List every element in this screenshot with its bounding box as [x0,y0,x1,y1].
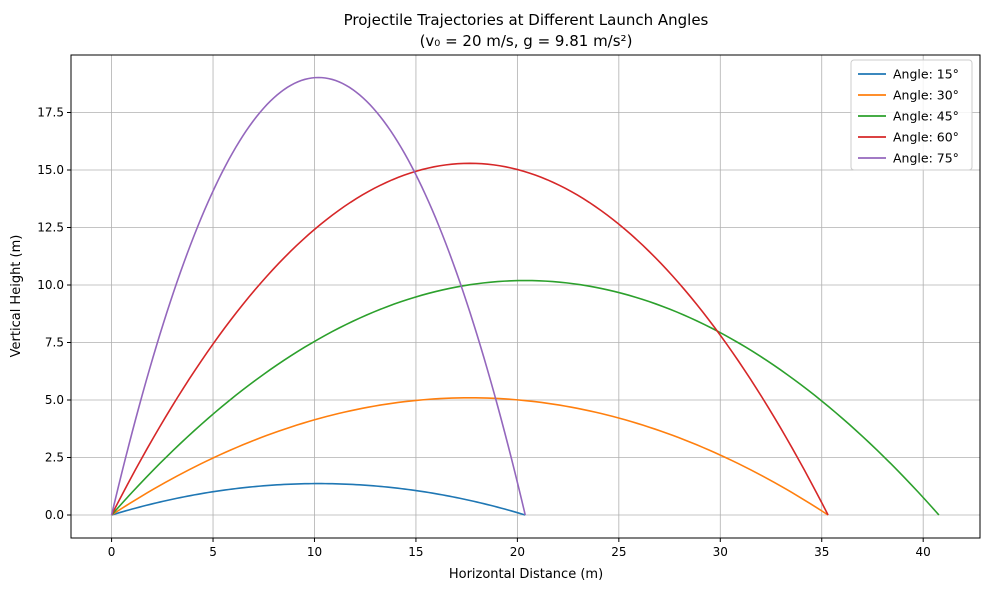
x-tick-label: 5 [209,545,217,559]
chart-title: Projectile Trajectories at Different Lau… [344,11,709,29]
legend-box [850,59,973,171]
y-tick-label: 2.5 [45,451,64,465]
grid [71,55,980,538]
series-line-75 [110,76,527,516]
series-line-45 [110,279,940,516]
y-tick-label: 7.5 [45,336,64,350]
legend: Angle: 15° Angle: 30° Angle: 45° Angle: 60°… [850,59,973,171]
x-tick-label: 35 [814,545,829,559]
x-tick-label: 15 [408,545,423,559]
legend-label-15: Angle: 15° [893,67,959,82]
x-tick-label: 10 [307,545,322,559]
x-tick-label: 40 [916,545,931,559]
series-lines [110,76,940,516]
legend-label-75: Angle: 75° [893,151,959,166]
x-axis-ticks: 0 5 10 15 20 25 30 35 40 [108,538,931,559]
plot-frame [70,54,981,539]
x-tick-label: 0 [108,545,116,559]
series-line-15 [111,482,526,516]
legend-label-45: Angle: 45° [893,109,959,124]
y-tick-label: 15.0 [37,163,64,177]
y-tick-label: 10.0 [37,278,64,292]
y-tick-label: 0.0 [45,508,64,522]
y-axis-label: Vertical Height (m) [9,235,24,358]
legend-label-30: Angle: 30° [893,88,959,103]
legend-label-60: Angle: 60° [893,130,959,145]
chart-subtitle: (v₀ = 20 m/s, g = 9.81 m/s²) [420,32,633,50]
x-tick-label: 25 [611,545,626,559]
y-tick-label: 5.0 [45,393,64,407]
x-tick-label: 30 [713,545,728,559]
y-axis-ticks: 0.0 2.5 5.0 7.5 10.0 12.5 15.0 17.5 [37,106,71,522]
y-tick-label: 17.5 [37,106,64,120]
series-line-30 [111,396,829,516]
x-axis-label: Horizontal Distance (m) [449,567,603,582]
series-line-60 [110,162,829,516]
y-tick-label: 12.5 [37,221,64,235]
x-tick-label: 20 [510,545,525,559]
